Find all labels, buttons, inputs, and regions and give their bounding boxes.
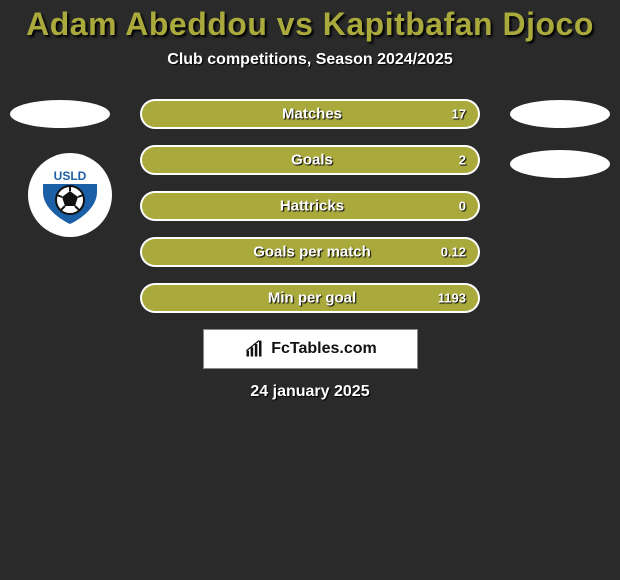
date-text: 24 january 2025	[0, 383, 620, 401]
stat-bar-fill	[142, 285, 478, 311]
stat-bar-goals-per-match: Goals per match 0.12	[140, 237, 480, 267]
club-logo-svg: USLD	[37, 162, 103, 228]
bar-chart-icon	[243, 339, 265, 359]
stat-bar-fill	[142, 101, 478, 127]
brand-box: FcTables.com	[203, 329, 418, 369]
stat-bar-fill	[142, 147, 478, 173]
stat-bar-hattricks: Hattricks 0	[140, 191, 480, 221]
stat-bar-fill	[142, 193, 478, 219]
player-right-ellipse-1	[510, 100, 610, 128]
club-logo-text: USLD	[54, 169, 87, 183]
stat-bar-fill	[142, 239, 478, 265]
stat-bars: Matches 17 Goals 2 Hattricks 0 Goals per…	[140, 99, 480, 313]
brand-text: FcTables.com	[271, 340, 377, 358]
infographic-container: Adam Abeddou vs Kapitbafan Djoco Club co…	[0, 0, 620, 580]
player-right-ellipse-2	[510, 150, 610, 178]
subtitle: Club competitions, Season 2024/2025	[0, 51, 620, 69]
stat-bar-goals: Goals 2	[140, 145, 480, 175]
stats-area: USLD Matches 17 Goals 2	[0, 99, 620, 401]
club-logo: USLD	[28, 153, 112, 237]
stat-bar-matches: Matches 17	[140, 99, 480, 129]
player-left-ellipse-1	[10, 100, 110, 128]
stat-bar-min-per-goal: Min per goal 1193	[140, 283, 480, 313]
page-title: Adam Abeddou vs Kapitbafan Djoco	[0, 6, 620, 43]
